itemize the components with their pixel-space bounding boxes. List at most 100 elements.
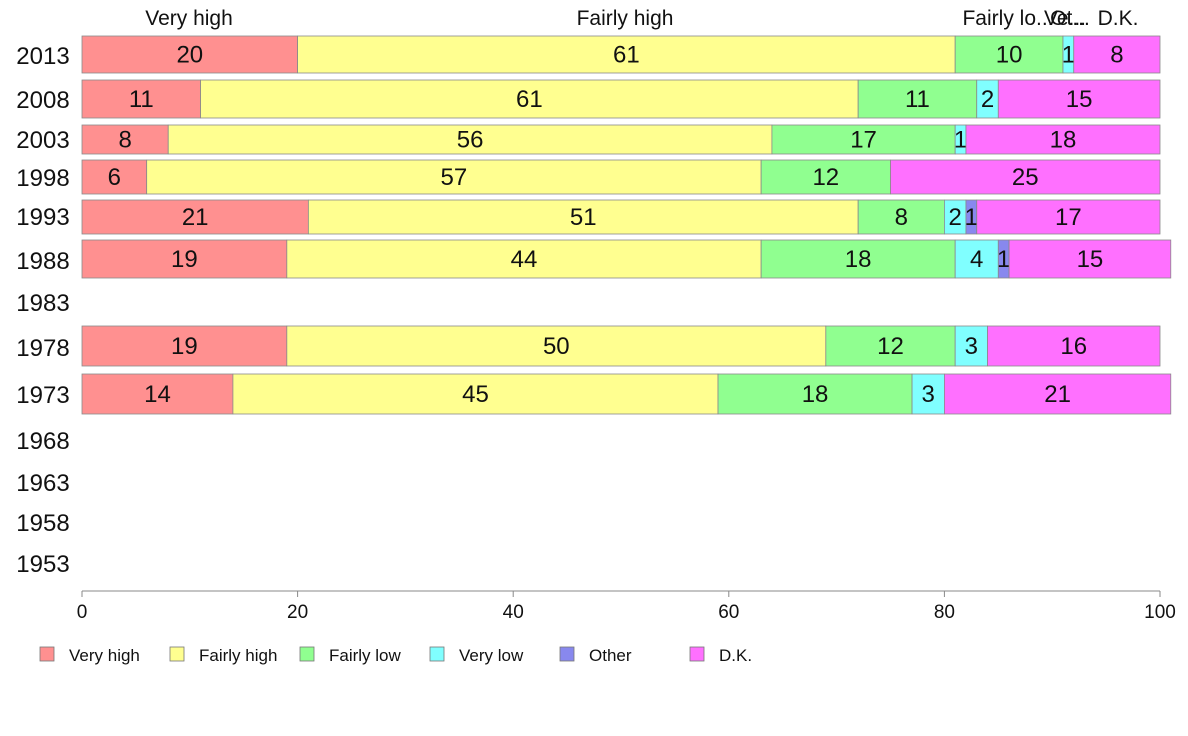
- y-axis-tick-labels: 2013 2008 2003 1998 1993 1988 1983 1978 1973 1968…: [16, 43, 69, 578]
- data-label: 2: [981, 86, 994, 113]
- data-label: 57: [441, 164, 468, 191]
- bar-1993-fairly-low: [857, 199, 945, 235]
- top-label: Ot...: [1050, 7, 1090, 30]
- bar-1973-very-low: [911, 373, 945, 415]
- bar-row-1988: 19 44 18 4 1 15: [81, 239, 1172, 279]
- data-label: 1: [954, 127, 967, 154]
- bar-1978-fairly-high: [286, 325, 827, 367]
- bar-1993-fairly-high: [307, 199, 859, 235]
- y-tick-label: 1978: [16, 335, 69, 362]
- data-label: 51: [570, 204, 597, 231]
- data-label: 61: [516, 86, 543, 113]
- bar-row-1978: 19 50 12 3 16: [81, 325, 1161, 367]
- data-label: 17: [1055, 204, 1082, 231]
- data-label: 2: [949, 204, 962, 231]
- data-label: 18: [845, 246, 872, 273]
- x-tick-label: 0: [77, 602, 88, 623]
- data-label: 12: [877, 333, 904, 360]
- bar-1988-very-low: [954, 239, 999, 279]
- data-label: 45: [462, 381, 489, 408]
- bar-row-2013: 20 61 10 1 8: [81, 35, 1161, 74]
- bar-1988-d-k-: [1008, 239, 1172, 279]
- data-label: 1: [997, 246, 1010, 273]
- top-label: D.K.: [1098, 7, 1139, 30]
- bar-1998-d-k-: [890, 159, 1161, 195]
- legend-item: Fairly low: [299, 646, 402, 665]
- x-tick-label: 100: [1144, 602, 1176, 623]
- data-label: 8: [1110, 42, 1123, 69]
- bar-1973-fairly-high: [232, 373, 719, 415]
- bar-row-1973: 14 45 18 3 21: [81, 373, 1172, 415]
- data-label: 18: [802, 381, 829, 408]
- bar-1998-fairly-high: [146, 159, 762, 195]
- y-tick-label: 1968: [16, 428, 69, 455]
- bar-1988-fairly-low: [760, 239, 956, 279]
- top-category-labels: Very high Fairly high Fairly lo...Ve...Ot.…: [145, 7, 1138, 30]
- x-tick-label: 80: [934, 602, 955, 623]
- data-label: 8: [118, 127, 131, 154]
- bar-1988-very-high: [81, 239, 288, 279]
- data-label: 17: [850, 127, 877, 154]
- bar-2003-d-k-: [965, 124, 1161, 155]
- y-tick-label: 2008: [16, 87, 69, 114]
- bar-2013-fairly-high: [297, 35, 956, 74]
- data-label: 11: [129, 86, 154, 113]
- bar-row-1993: 21 51 8 2 1 17: [81, 199, 1161, 235]
- legend-swatch: [169, 646, 185, 662]
- top-label: Fairly high: [577, 7, 674, 30]
- bar-1978-very-high: [81, 325, 288, 367]
- legend-label: Very low: [459, 646, 524, 665]
- legend-item: Very low: [429, 646, 524, 665]
- bar-2003-very-high: [81, 124, 169, 155]
- y-tick-label: 1953: [16, 551, 69, 578]
- legend-swatch: [39, 646, 55, 662]
- bar-2008-d-k-: [997, 79, 1161, 119]
- data-label: 50: [543, 333, 570, 360]
- bar-1988-fairly-high: [286, 239, 762, 279]
- y-tick-label: 1983: [16, 290, 69, 317]
- data-label: 20: [176, 42, 203, 69]
- data-label: 8: [895, 204, 908, 231]
- x-tick-label: 40: [503, 602, 524, 623]
- data-label: 6: [108, 164, 121, 191]
- legend-label: Other: [589, 646, 632, 665]
- legend-item: Very high: [39, 646, 140, 665]
- data-label: 11: [905, 86, 930, 113]
- bar-1993-very-high: [81, 199, 309, 235]
- bar-2003-fairly-high: [167, 124, 773, 155]
- legend-swatch: [559, 646, 575, 662]
- data-label: 21: [182, 204, 209, 231]
- bar-row-2003: 8 56 17 1 18: [81, 124, 1161, 155]
- data-label: 16: [1060, 333, 1087, 360]
- data-label: 14: [144, 381, 171, 408]
- bar-row-2008: 11 61 11 2 15: [81, 79, 1161, 119]
- bar-2013-d-k-: [1073, 35, 1161, 74]
- legend-label: Fairly low: [329, 646, 402, 665]
- data-label: 19: [171, 333, 198, 360]
- y-tick-label: 1988: [16, 248, 69, 275]
- legend-item: Other: [559, 646, 632, 665]
- data-label: 4: [970, 246, 983, 273]
- bar-1998-very-high: [81, 159, 148, 195]
- data-label: 61: [613, 42, 640, 69]
- bar-1978-very-low: [954, 325, 988, 367]
- y-tick-label: 2003: [16, 127, 69, 154]
- top-label: Ve...: [1044, 7, 1086, 30]
- legend-label: Fairly high: [199, 646, 277, 665]
- y-tick-label: 1963: [16, 470, 69, 497]
- x-axis: 0 20 40 60 80 100: [77, 590, 1176, 623]
- bar-row-1998: 6 57 12 25: [81, 159, 1161, 195]
- data-label: 15: [1077, 246, 1104, 273]
- data-label: 12: [812, 164, 839, 191]
- data-label: 18: [1050, 127, 1077, 154]
- data-label: 21: [1044, 381, 1071, 408]
- bar-2003-fairly-low: [771, 124, 956, 155]
- data-label: 10: [996, 42, 1023, 69]
- legend-swatch: [429, 646, 445, 662]
- top-label: Very high: [145, 7, 233, 30]
- x-tick-label: 20: [287, 602, 308, 623]
- bar-2008-fairly-low: [857, 79, 978, 119]
- bar-1978-d-k-: [987, 325, 1161, 367]
- legend-label: D.K.: [719, 646, 752, 665]
- x-tick-label: 60: [718, 602, 739, 623]
